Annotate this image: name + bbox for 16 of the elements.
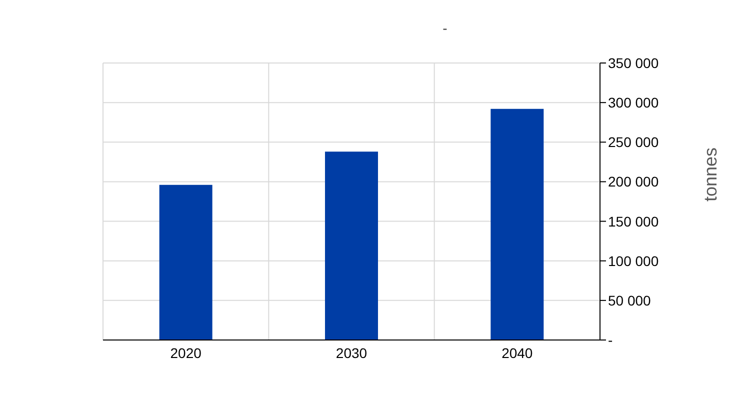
chart-title: - [442, 20, 448, 36]
y-tick-label: 100 000 [608, 252, 659, 269]
x-tick-label: 2020 [170, 344, 202, 361]
y-tick-label: 250 000 [608, 134, 659, 150]
y-axis-title: tonnes [700, 147, 720, 202]
bar [324, 152, 378, 340]
x-tick-label: 2030 [336, 344, 368, 361]
y-tick-label: 150 000 [608, 213, 659, 230]
bar [490, 108, 544, 340]
y-tick-label: 350 000 [608, 54, 659, 71]
y-tick-label: - [608, 332, 613, 348]
y-tick-label: 300 000 [608, 94, 659, 111]
x-tick-label: 2040 [502, 344, 533, 361]
y-tick-label: 200 000 [608, 174, 659, 190]
y-tick-label: 50 000 [608, 292, 652, 308]
bar [159, 184, 212, 340]
